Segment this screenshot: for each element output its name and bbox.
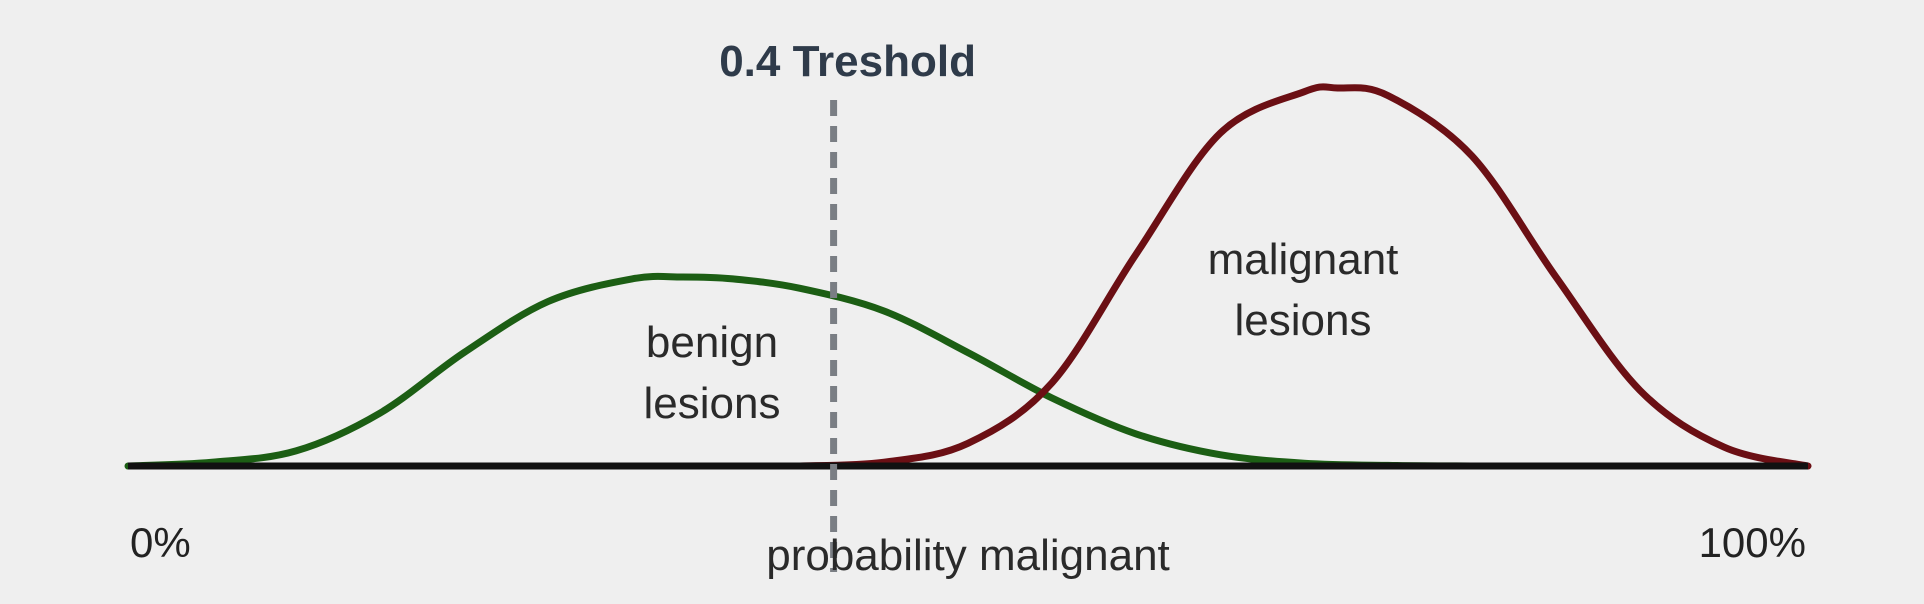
malignant-lesions-label-line-1: malignant — [1208, 235, 1399, 284]
threshold-label: 0.4 Treshold — [719, 37, 976, 86]
benign-lesions-label-line-1: benign — [646, 318, 778, 367]
x-axis-title: probability malignant — [766, 531, 1170, 580]
malignant-lesions-curve — [796, 83, 1812, 470]
x-tick-label-100: 100% — [1699, 519, 1806, 566]
benign-lesions-label-line-2: lesions — [644, 379, 781, 428]
x-tick-label-0: 0% — [130, 519, 191, 566]
curves-layer — [124, 83, 1812, 470]
benign-lesions-curve — [124, 272, 1476, 470]
malignant-lesions-label-line-2: lesions — [1235, 296, 1372, 345]
